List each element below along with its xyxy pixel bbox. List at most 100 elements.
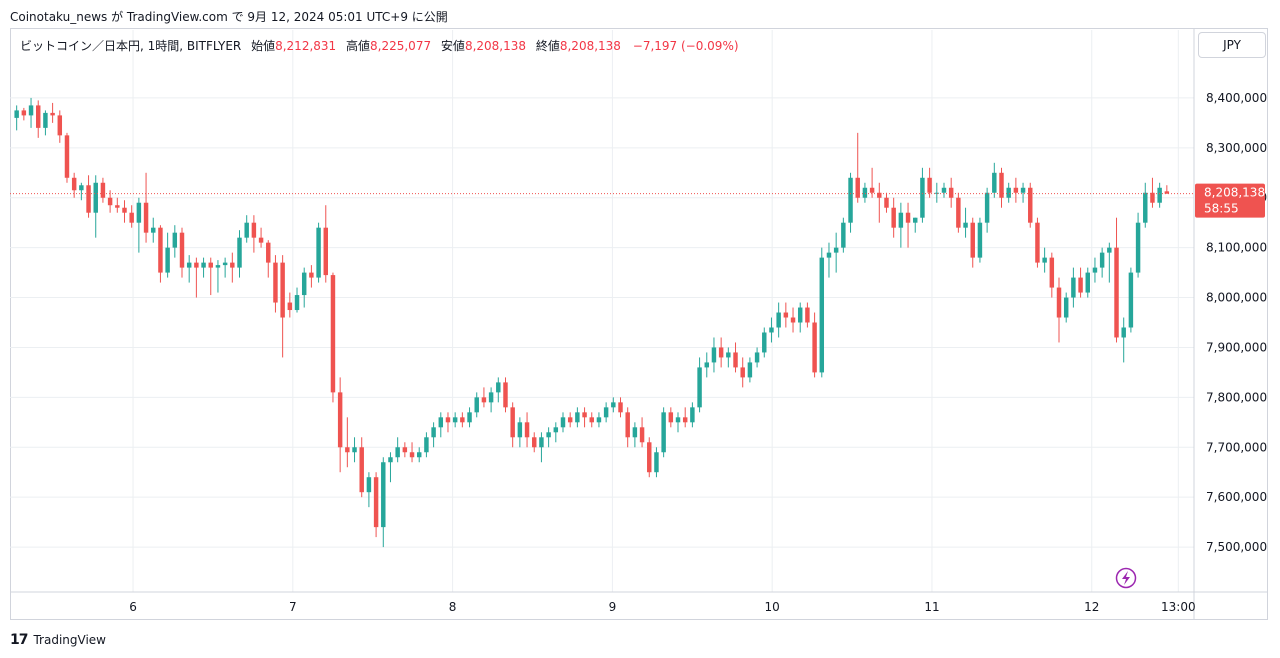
candle-body: [1150, 192, 1155, 203]
candle-body: [460, 417, 465, 423]
candle-body: [532, 437, 537, 448]
candle-body: [503, 382, 508, 408]
candle-body: [697, 367, 702, 408]
candle-body: [848, 177, 853, 223]
chart-frame: [10, 28, 1268, 620]
candle-body: [1092, 267, 1098, 273]
lightning-bolt-icon[interactable]: [1115, 567, 1137, 589]
price-tick-label: 7,600,000: [1206, 490, 1267, 504]
candle-body: [812, 322, 817, 373]
candle-body: [43, 112, 48, 128]
countdown-timer: 58:55: [1204, 202, 1239, 216]
candle-body: [740, 367, 745, 378]
candle-body: [100, 182, 106, 198]
candle-body: [158, 227, 163, 273]
candle-body: [884, 197, 889, 208]
candle-body: [488, 392, 494, 403]
time-tick-label: 13:00: [1161, 600, 1196, 614]
candle-body: [1135, 222, 1141, 273]
candle-body: [337, 392, 343, 448]
candle-body: [855, 177, 860, 198]
candle-body: [1035, 222, 1040, 263]
candle-body: [416, 452, 422, 458]
candle-body: [553, 427, 559, 433]
candle-body: [762, 332, 767, 353]
price-tick-label: 7,900,000: [1206, 340, 1267, 354]
candle-body: [107, 197, 113, 206]
time-tick-label: 11: [924, 600, 939, 614]
candle-body: [64, 135, 70, 178]
candle-body: [409, 452, 415, 458]
candle-body: [833, 247, 839, 253]
candle-body: [560, 417, 566, 428]
candle-body: [977, 222, 983, 258]
candle-body: [790, 317, 796, 323]
candle-body: [143, 202, 149, 233]
legend-open-label: 始値: [251, 39, 276, 53]
last-price-value: 8,208,138: [1204, 186, 1265, 200]
currency-selector[interactable]: JPY: [1198, 32, 1266, 58]
price-axis: 7,500,000 7,600,000 7,700,000 7,800,000 7,90…: [1193, 29, 1267, 619]
time-tick-label: 10: [765, 600, 780, 614]
candle-body: [129, 212, 134, 223]
candle-body: [948, 187, 954, 198]
candle-body: [359, 447, 364, 493]
candle-body: [186, 262, 192, 268]
candle-body: [941, 187, 947, 193]
candle-body: [841, 222, 846, 248]
candle-body: [280, 262, 285, 318]
candle-body: [625, 412, 630, 438]
legend-low-label: 安値: [440, 39, 465, 53]
candle-body: [704, 362, 709, 368]
candle-body: [891, 207, 896, 228]
candle-body: [675, 417, 681, 423]
candle-body: [79, 185, 84, 191]
candle-body: [524, 422, 530, 438]
candle-body: [1071, 277, 1076, 298]
candle-body: [1063, 297, 1069, 318]
candle-body: [481, 397, 487, 403]
candle-body: [1107, 247, 1112, 253]
candle-body: [769, 327, 774, 333]
time-axis: 6 7 8 9 10 11 12 13:00: [11, 591, 1267, 614]
candle-body: [618, 402, 623, 413]
candle-body: [431, 427, 436, 438]
candle-body: [690, 407, 695, 423]
candle-body: [927, 177, 932, 193]
candle-body: [345, 447, 350, 453]
candle-body: [682, 417, 688, 423]
candle-body: [179, 232, 185, 268]
candle-body: [36, 105, 41, 128]
candle-body: [596, 417, 602, 423]
candle-body: [330, 275, 336, 393]
footer-brand[interactable]: 17 TradingView: [10, 632, 106, 648]
candle-body: [546, 432, 551, 438]
candle-body: [373, 477, 379, 528]
candle-body: [244, 222, 249, 238]
candle-body: [1157, 187, 1162, 203]
candle-body: [381, 462, 386, 528]
legend-open-value: 8,212,831: [275, 39, 337, 53]
price-tick-label: 8,300,000: [1206, 141, 1267, 155]
price-tick-label: 7,800,000: [1206, 390, 1267, 404]
candle-body: [388, 457, 393, 463]
candle-body: [589, 417, 594, 423]
candle-body: [754, 352, 760, 363]
candle-body: [172, 232, 178, 248]
candle-body: [797, 307, 803, 323]
price-tick-label: 7,500,000: [1206, 540, 1267, 554]
candle-body: [517, 422, 523, 438]
last-price-tag: [1195, 183, 1265, 218]
ohlc-legend: ビットコイン／日本円, 1時間, BITFLYER 始値8,212,831 高値…: [20, 37, 739, 54]
candle-body: [654, 452, 659, 473]
candle-body: [122, 207, 127, 213]
candle-body: [898, 212, 904, 228]
candle-body: [28, 105, 34, 116]
candle-body: [1099, 252, 1105, 268]
time-tick-label: 8: [449, 600, 457, 614]
legend-symbol: ビットコイン／日本円, 1時間, BITFLYER: [20, 39, 242, 53]
candle-body: [869, 187, 875, 193]
candle-body: [639, 427, 645, 443]
candle-body: [21, 110, 27, 116]
